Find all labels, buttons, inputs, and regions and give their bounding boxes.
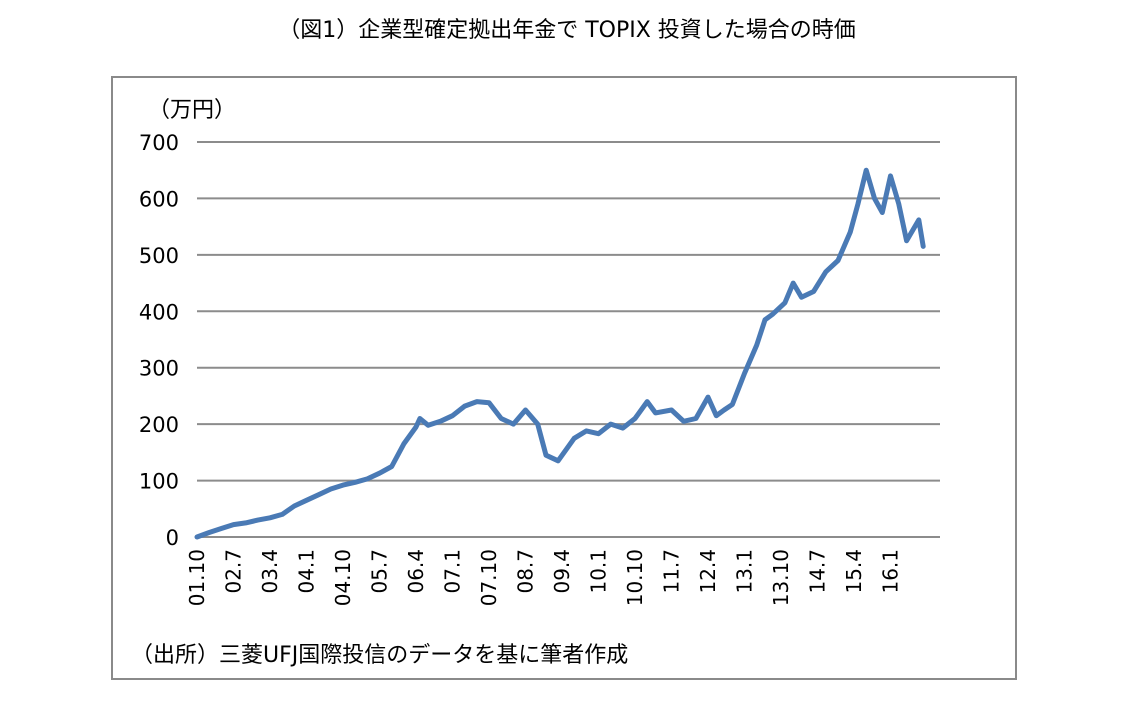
x-tick-label: 11.7 — [660, 549, 684, 594]
x-tick-label: 06.4 — [404, 549, 428, 594]
x-tick-label: 12.4 — [696, 549, 720, 594]
x-tick-label: 16.1 — [879, 549, 903, 594]
y-tick-label: 300 — [139, 357, 179, 381]
series-line — [194, 167, 926, 540]
x-tick-label: 05.7 — [368, 549, 392, 594]
y-axis-label: （万円） — [148, 98, 236, 123]
y-tick-label: 500 — [139, 244, 179, 268]
y-tick-label: 700 — [139, 131, 179, 155]
x-tick-label: 09.4 — [550, 549, 574, 594]
x-tick-label: 15.4 — [842, 549, 866, 594]
x-tick-label: 07.10 — [477, 549, 501, 606]
y-tick-label: 200 — [139, 413, 179, 437]
x-tick-label: 01.10 — [185, 549, 209, 606]
chart-title: （図1）企業型確定拠出年金で TOPIX 投資した場合の時価 — [278, 18, 856, 43]
y-tick-label: 600 — [139, 187, 179, 211]
x-tick-label: 13.10 — [769, 549, 793, 606]
x-tick-label: 13.1 — [733, 549, 757, 594]
x-tick-label: 02.7 — [222, 549, 246, 594]
x-tick-label: 10.1 — [587, 549, 611, 594]
x-tick-label: 04.10 — [331, 549, 355, 606]
y-tick-label: 0 — [166, 526, 179, 550]
source-note: （出所）三菱UFJ国際投信のデータを基に筆者作成 — [131, 643, 628, 668]
x-tick-label: 03.4 — [258, 549, 282, 594]
x-tick-label: 10.10 — [623, 549, 647, 606]
y-tick-label: 400 — [139, 300, 179, 324]
x-tick-label: 08.7 — [514, 549, 538, 594]
x-tick-label: 04.1 — [295, 549, 319, 594]
x-tick-label: 14.7 — [806, 549, 830, 594]
x-tick-label: 07.1 — [441, 549, 465, 594]
y-tick-label: 100 — [139, 470, 179, 494]
